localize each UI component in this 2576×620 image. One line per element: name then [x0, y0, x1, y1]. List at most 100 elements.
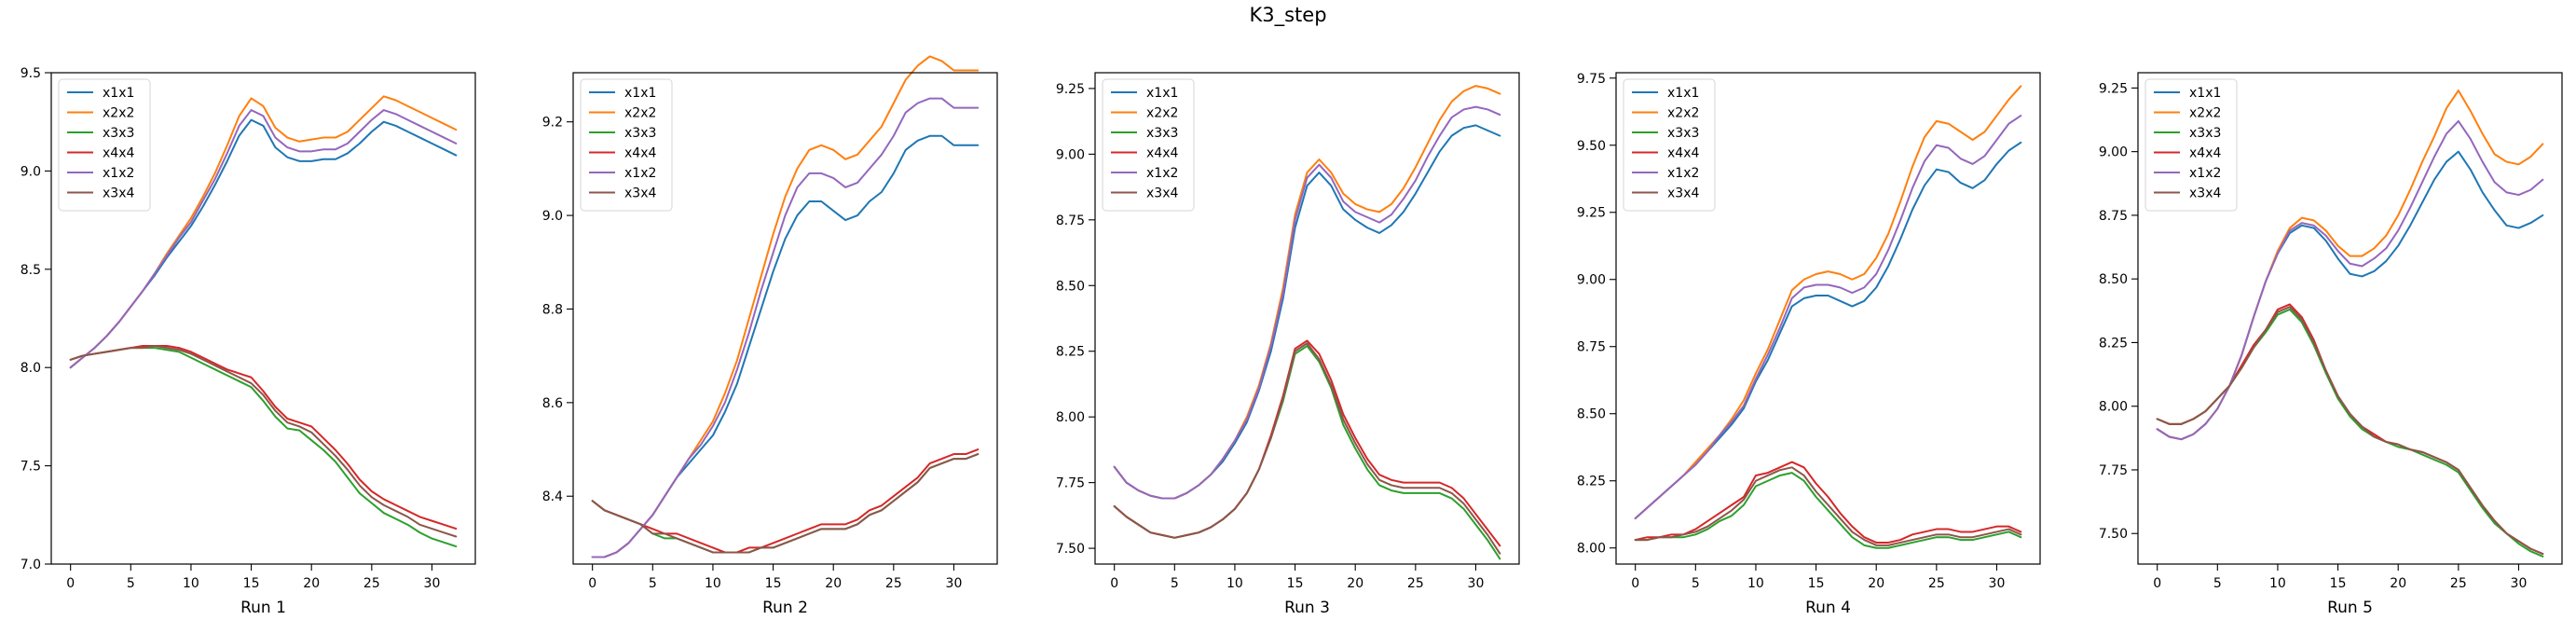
x-tick-label: 5: [649, 576, 657, 591]
x-tick-label: 20: [2390, 576, 2406, 591]
x-tick-label: 15: [765, 576, 782, 591]
y-tick-label: 8.75: [2099, 209, 2128, 224]
x-tick-label: 25: [363, 576, 380, 591]
x-tick-label: 25: [2450, 576, 2467, 591]
x-tick-label: 5: [2213, 576, 2222, 591]
y-tick-label: 7.5: [21, 460, 41, 475]
y-tick-label: 7.0: [21, 558, 41, 572]
x-tick-label: 0: [1631, 576, 1639, 591]
x-axis-label: Run 5: [2327, 599, 2373, 617]
y-tick-label: 9.0: [21, 164, 41, 179]
legend: x1x1 x2x2 x3x3 x4x4 x1x2 x3x4: [1102, 78, 1195, 212]
x-tick-label: 5: [127, 576, 135, 591]
x-tick-label: 25: [1407, 576, 1424, 591]
legend-label-x1x2: x1x2: [624, 166, 656, 181]
y-tick-label: 9.50: [1577, 139, 1606, 154]
series-line-x3x4: [69, 345, 458, 538]
x-tick-label: 30: [1468, 576, 1485, 591]
legend-label-x1x1: x1x1: [1667, 86, 1699, 101]
x-axis-label: Run 2: [762, 599, 808, 617]
series-line-x4x4: [591, 448, 980, 554]
y-tick-label: 9.25: [2099, 81, 2128, 96]
y-tick-label: 8.00: [1056, 410, 1085, 425]
y-tick-label: 8.8: [542, 302, 563, 317]
y-tick-label: 8.00: [1577, 542, 1606, 557]
y-tick-label: 7.75: [1056, 476, 1085, 491]
y-tick-label: 9.00: [1577, 273, 1606, 288]
y-tick-label: 9.0: [542, 209, 563, 224]
x-axis-label: Run 1: [240, 599, 286, 617]
x-tick-label: 20: [1868, 576, 1884, 591]
y-tick-label: 8.50: [2099, 272, 2128, 287]
series-line-x3x4: [1113, 342, 1501, 555]
legend-label-x4x4: x4x4: [2189, 146, 2221, 161]
legend-label-x1x1: x1x1: [624, 86, 656, 101]
axes-frame: [2137, 72, 2563, 565]
y-tick-label: 8.75: [1577, 340, 1606, 355]
series-line-x1x2: [2156, 119, 2544, 441]
y-tick-label: 9.25: [1577, 206, 1606, 221]
legend-label-x2x2: x2x2: [624, 106, 656, 121]
y-tick-label: 9.00: [2099, 145, 2128, 160]
legend-label-x3x4: x3x4: [624, 186, 656, 201]
series-line-x3x3: [1113, 345, 1501, 560]
x-tick-label: 10: [2269, 576, 2286, 591]
y-tick-label: 8.5: [21, 263, 41, 278]
series-line-x3x3: [1634, 472, 2022, 549]
y-tick-label: 7.50: [1056, 542, 1085, 557]
series-line-x3x4: [2156, 306, 2544, 556]
y-tick-label: 8.0: [21, 361, 41, 376]
x-tick-label: 30: [424, 576, 441, 591]
y-tick-label: 8.4: [542, 489, 563, 504]
y-tick-label: 8.75: [1056, 214, 1085, 228]
y-tick-label: 8.50: [1056, 279, 1085, 294]
y-tick-label: 9.00: [1056, 147, 1085, 162]
x-axis-label: Run 4: [1805, 599, 1851, 617]
x-tick-label: 20: [1347, 576, 1363, 591]
series-line-x3x4: [591, 453, 980, 554]
series-line-x4x4: [1113, 339, 1501, 547]
axes-frame: [50, 72, 476, 565]
y-tick-label: 8.50: [1577, 407, 1606, 422]
panel-4: 0 5 10 15 20 25 30 8.00 8.25 8.50 8.75 9.00 9.25 9.50…: [1577, 72, 2041, 617]
series-line-x4x4: [2156, 303, 2544, 556]
legend-label-x3x4: x3x4: [1146, 186, 1178, 201]
axes-frame: [572, 72, 998, 565]
legend: x1x1 x2x2 x3x3 x4x4 x1x2 x3x4: [58, 78, 151, 212]
x-tick-label: 15: [243, 576, 260, 591]
x-tick-label: 10: [183, 576, 199, 591]
legend: x1x1 x2x2 x3x3 x4x4 x1x2 x3x4: [1623, 78, 1716, 212]
x-tick-label: 10: [1226, 576, 1243, 591]
legend-label-x3x3: x3x3: [103, 126, 134, 141]
x-tick-label: 5: [1692, 576, 1700, 591]
legend-label-x3x3: x3x3: [624, 126, 656, 141]
legend-label-x3x4: x3x4: [2189, 186, 2221, 201]
legend-label-x3x3: x3x3: [2189, 126, 2221, 141]
y-tick-label: 8.25: [1056, 345, 1085, 360]
panel-3: 0 5 10 15 20 25 30 7.50 7.75 8.00 8.25 8.50 8.75 9.00…: [1056, 72, 1520, 617]
x-tick-label: 30: [946, 576, 963, 591]
legend-label-x4x4: x4x4: [1667, 146, 1699, 161]
series-line-x3x4: [1634, 466, 2022, 546]
series-line-x1x2: [591, 97, 980, 558]
series-line-x4x4: [69, 345, 458, 530]
series-line-x1x2: [1634, 115, 2022, 520]
legend-label-x2x2: x2x2: [1667, 106, 1699, 121]
legend-label-x1x2: x1x2: [1667, 166, 1699, 181]
legend-label-x1x1: x1x1: [103, 86, 134, 101]
axes-frame: [1094, 72, 1520, 565]
legend-label-x4x4: x4x4: [624, 146, 656, 161]
y-tick-label: 8.25: [2099, 336, 2128, 351]
series-line-x1x2: [69, 109, 458, 369]
y-tick-label: 8.6: [542, 396, 563, 411]
legend-label-x1x2: x1x2: [1146, 166, 1178, 181]
series-line-x3x3: [69, 347, 458, 548]
x-axis-label: Run 3: [1284, 599, 1330, 617]
legend: x1x1 x2x2 x3x3 x4x4 x1x2 x3x4: [2144, 78, 2238, 212]
x-tick-label: 25: [885, 576, 902, 591]
legend-label-x1x2: x1x2: [2189, 166, 2221, 181]
x-tick-label: 10: [1747, 576, 1764, 591]
x-tick-label: 15: [1287, 576, 1304, 591]
series-line-x4x4: [1634, 461, 2022, 544]
